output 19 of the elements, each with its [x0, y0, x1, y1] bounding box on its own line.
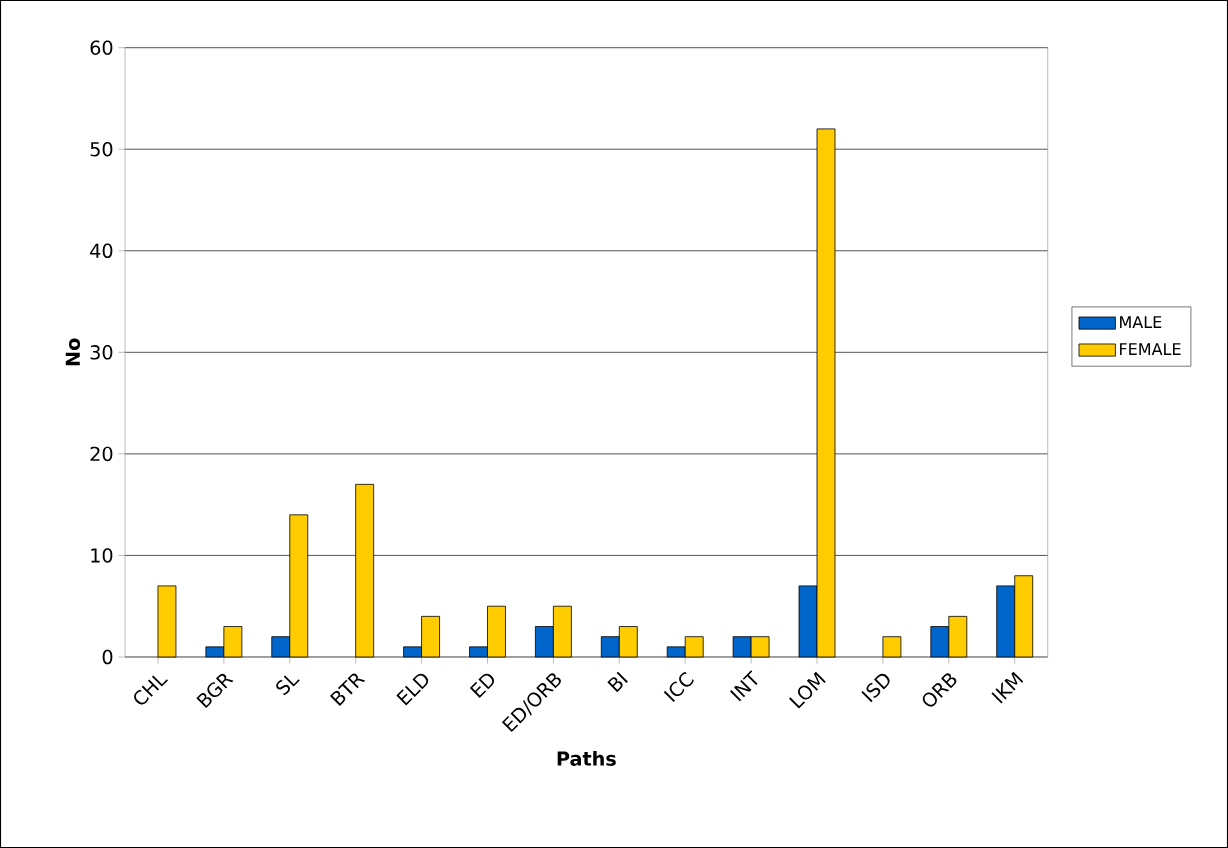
y-tick-label: 0 — [102, 649, 113, 665]
x-tick-label: IKM — [991, 671, 1024, 704]
x-tick-label: BI — [607, 671, 628, 693]
y-tick-label: 50 — [90, 141, 113, 157]
legend-label: FEMALE — [1120, 343, 1181, 355]
y-tick-label: 10 — [91, 548, 113, 563]
x-tick-label: ISD — [861, 673, 890, 703]
y-axis-title: No — [65, 338, 81, 366]
x-axis-title: Paths — [557, 751, 616, 766]
y-tick-label: 30 — [90, 345, 113, 360]
x-tick-label: INT — [729, 670, 758, 702]
x-tick-label: ICC — [663, 672, 694, 703]
x-tick-label: SL — [276, 675, 300, 696]
y-tick-label: 60 — [90, 40, 113, 55]
x-tick-label: ED — [469, 673, 495, 698]
legend-label: MALE — [1120, 316, 1162, 328]
y-tick-label: 40 — [90, 243, 113, 259]
x-tick-label: CHL — [134, 675, 168, 705]
y-tick-label: 20 — [90, 446, 113, 462]
